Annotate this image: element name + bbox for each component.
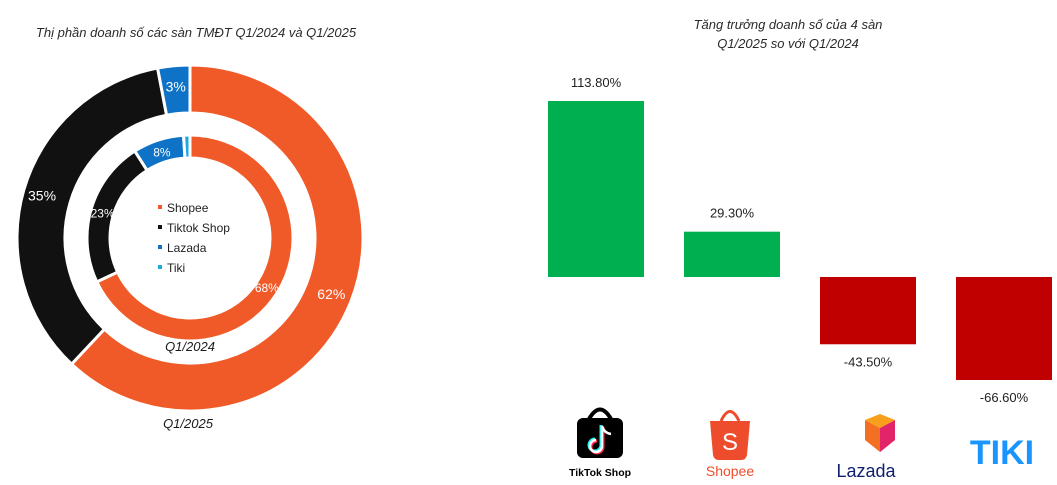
donut-label-q1-2025-shopee: 62% bbox=[317, 286, 345, 302]
donut-slice-q1-2024-shopee bbox=[94, 133, 295, 343]
bar-lazada bbox=[820, 277, 916, 345]
shopee-bag-handle bbox=[719, 410, 741, 422]
legend-swatch-tiki bbox=[158, 265, 162, 269]
legend-item-lazada: Lazada bbox=[158, 241, 207, 255]
donut-label-q1-2025-tiktok-shop: 35% bbox=[28, 188, 56, 204]
market-share-donut-chart: Thị phần doanh số các sàn TMĐT Q1/2024 v… bbox=[0, 0, 400, 485]
shopee-s-glyph: S bbox=[722, 429, 738, 456]
lazada-wordmark: Lazada bbox=[836, 461, 896, 481]
donut-slice-q1-2025-lazada bbox=[155, 63, 192, 117]
donut-slice-q1-2025-shopee bbox=[69, 63, 365, 413]
growth-bar-chart: Tăng trưởng doanh số của 4 sàn Q1/2025 s… bbox=[530, 0, 1057, 485]
ring-caption-q1-2024: Q1/2024 bbox=[165, 339, 215, 354]
legend-label-tiki: Tiki bbox=[167, 261, 185, 275]
donut-chart-title: Thị phần doanh số các sàn TMĐT Q1/2024 v… bbox=[36, 25, 357, 40]
donut-legend: Shopee Tiktok Shop Lazada Tiki bbox=[158, 201, 230, 275]
donut-label-q1-2024-tiktok-shop: 23% bbox=[91, 207, 115, 221]
legend-label-tiktok-shop: Tiktok Shop bbox=[167, 221, 230, 235]
tiki-logo: TIKI bbox=[970, 434, 1034, 472]
bar-value-label-lazada: -43.50% bbox=[844, 354, 893, 369]
tiktok-shop-wordmark: TikTok Shop bbox=[569, 467, 631, 479]
shopee-bag-body bbox=[710, 421, 750, 460]
ring-caption-q1-2025: Q1/2025 bbox=[163, 416, 214, 431]
donut-label-q1-2025-lazada: 3% bbox=[166, 79, 186, 95]
legend-label-shopee: Shopee bbox=[167, 201, 209, 215]
bar-tiki bbox=[956, 277, 1052, 381]
bar-chart-title-line-1: Tăng trưởng doanh số của 4 sàn bbox=[694, 17, 883, 32]
bar-tiktok-shop bbox=[548, 101, 644, 277]
bar-chart-title-line-2: Q1/2025 so với Q1/2024 bbox=[717, 36, 859, 51]
legend-item-tiktok-shop: Tiktok Shop bbox=[158, 221, 230, 235]
legend-label-lazada: Lazada bbox=[167, 241, 207, 255]
bar-value-label-shopee: 29.30% bbox=[710, 206, 755, 221]
donut-slice-q1-2024-tiki bbox=[181, 133, 192, 160]
tiktok-note-icon-white bbox=[588, 425, 612, 454]
lazada-heart-accent-top bbox=[865, 414, 895, 428]
shopee-logo: S Shopee bbox=[706, 410, 754, 479]
donut-label-q1-2024-shopee: 68% bbox=[255, 281, 279, 295]
bar-value-label-tiki: -66.60% bbox=[980, 390, 1029, 405]
tiktok-shop-logo: TikTok Shop bbox=[569, 407, 631, 479]
legend-swatch-shopee bbox=[158, 205, 162, 209]
legend-item-shopee: Shopee bbox=[158, 201, 209, 215]
legend-swatch-tiktok-shop bbox=[158, 225, 162, 229]
shopee-wordmark: Shopee bbox=[706, 463, 754, 479]
donut-slice-q1-2025-tiktok-shop bbox=[15, 66, 169, 367]
donut-label-q1-2024-lazada: 8% bbox=[153, 145, 171, 159]
donut-rings: 68% 23% 8% 62% 35% 3% bbox=[15, 63, 365, 413]
legend-swatch-lazada bbox=[158, 245, 162, 249]
bars: 113.80% 29.30% -43.50% -66.60% bbox=[548, 75, 1052, 405]
bar-shopee bbox=[684, 231, 780, 277]
lazada-logo: Lazada bbox=[836, 414, 897, 481]
bar-value-label-tiktok-shop: 113.80% bbox=[571, 75, 622, 90]
tiktok-bag-handle bbox=[587, 407, 613, 421]
legend-item-tiki: Tiki bbox=[158, 261, 185, 275]
tiki-wordmark: TIKI bbox=[970, 434, 1034, 472]
lazada-heart-accent bbox=[880, 420, 895, 452]
